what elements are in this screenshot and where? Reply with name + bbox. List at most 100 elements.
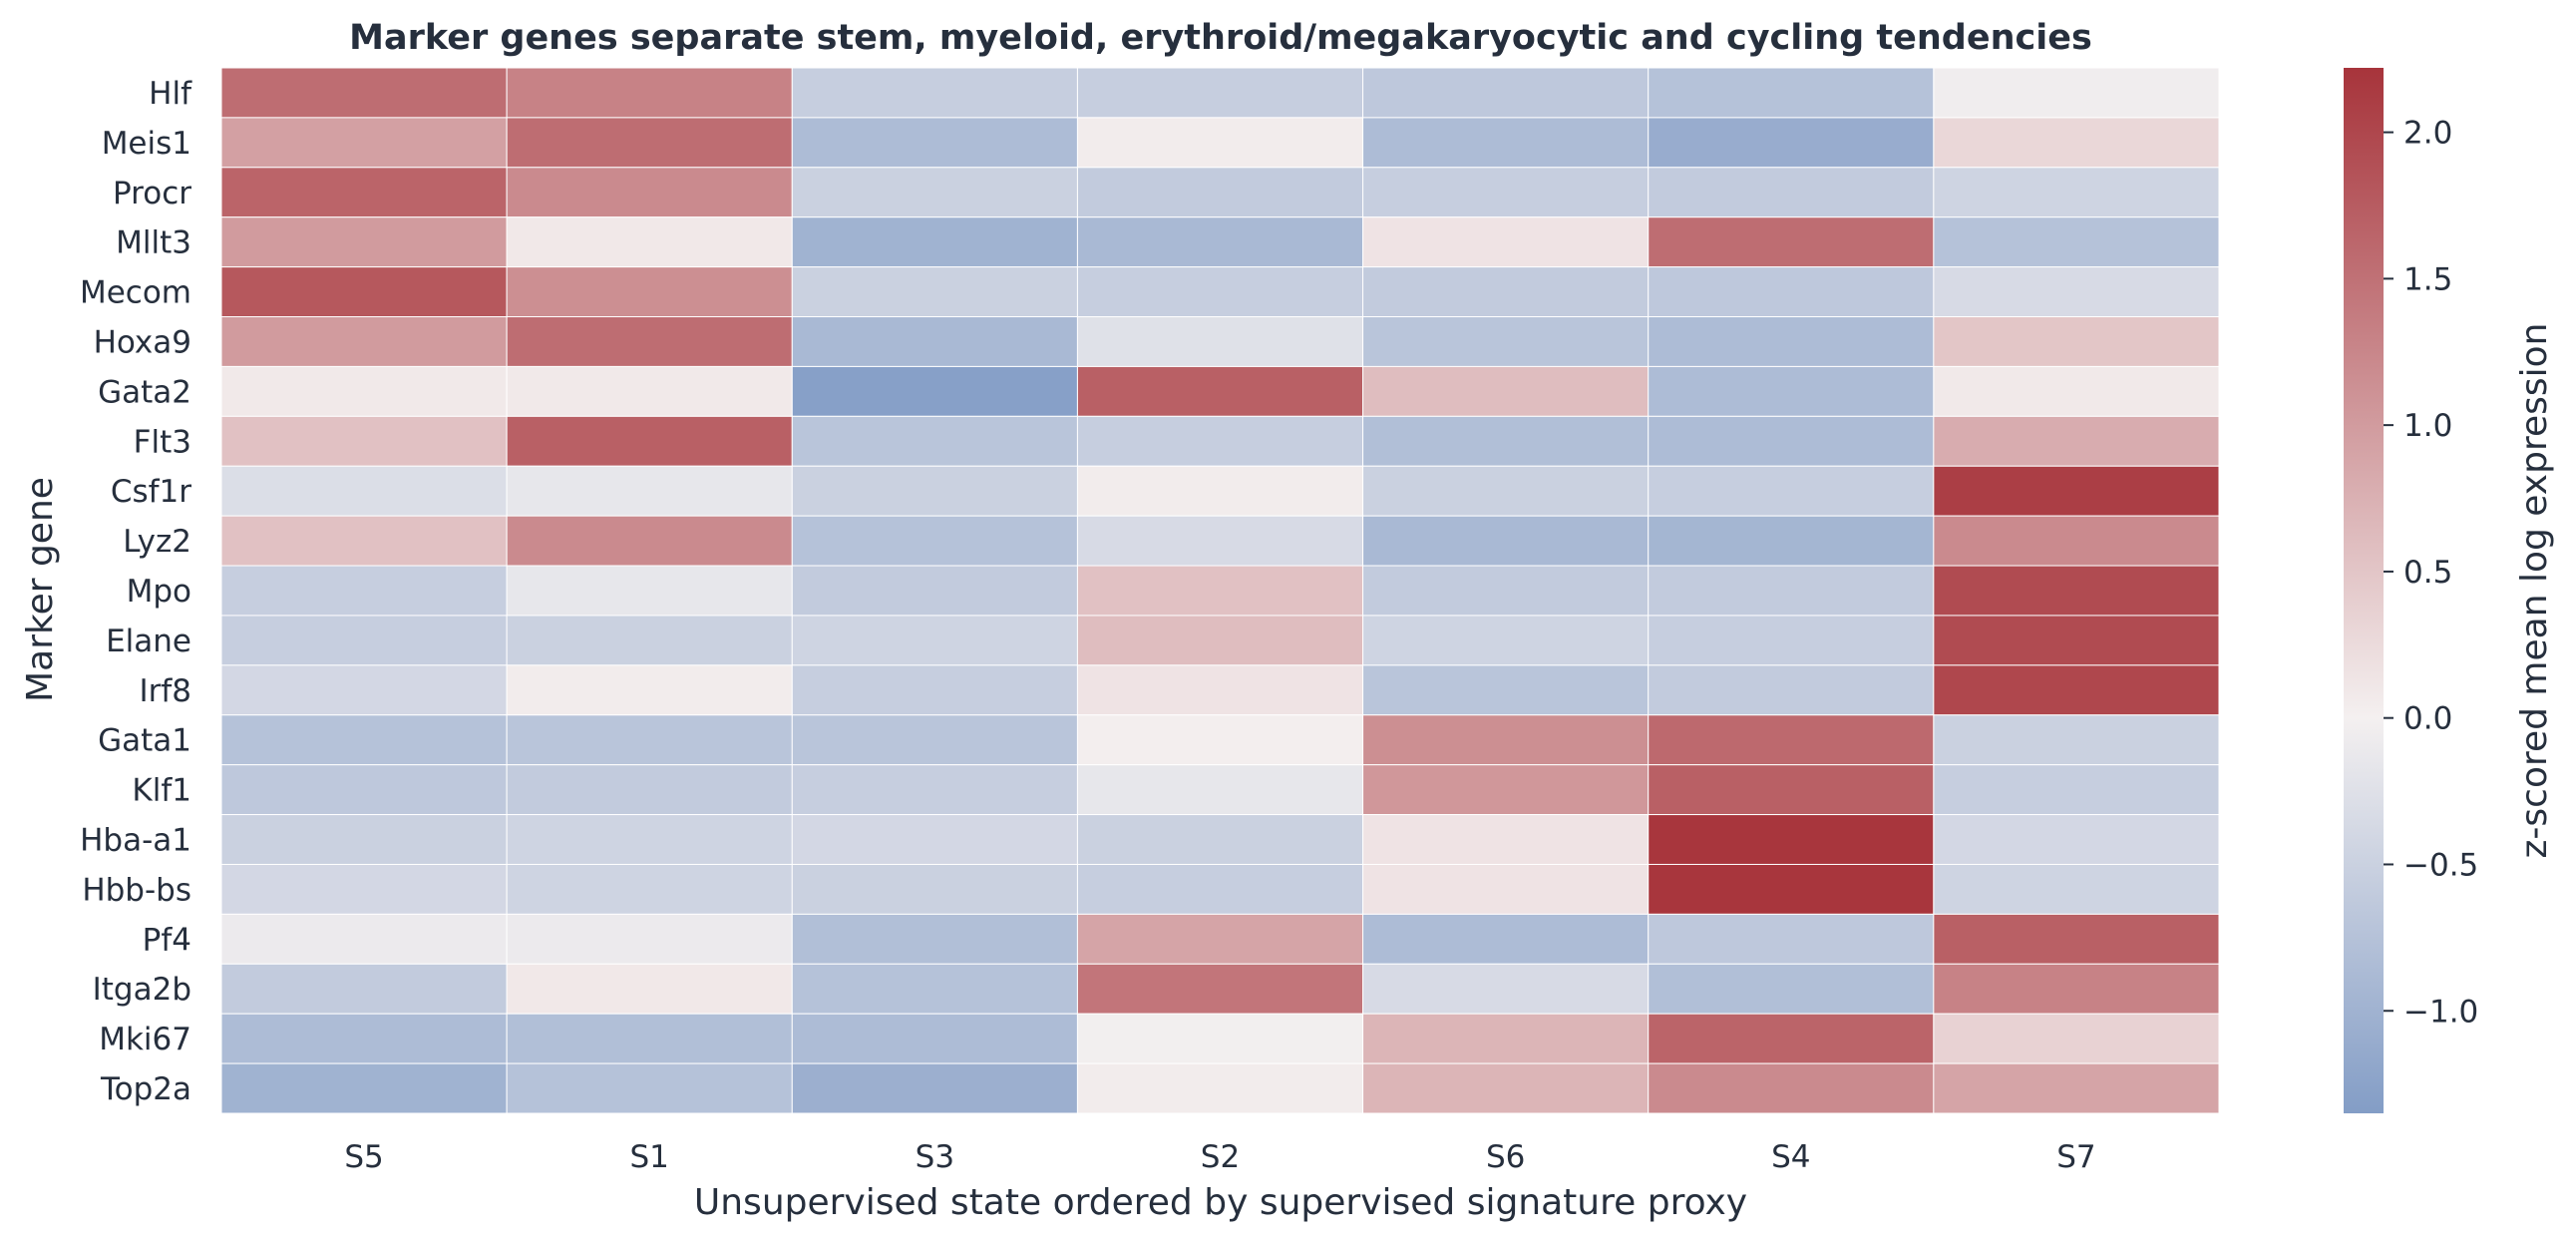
- heatmap-cell: [791, 365, 1078, 417]
- heatmap-cell: [1648, 1062, 1935, 1114]
- heatmap-cell: [1362, 316, 1650, 367]
- x-tick-label: S1: [630, 1139, 669, 1175]
- heatmap-cell: [506, 216, 793, 268]
- heatmap-cell: [1362, 415, 1650, 467]
- y-tick-label: Klf1: [132, 773, 191, 809]
- heatmap-cell: [220, 913, 508, 965]
- heatmap-cell: [506, 714, 793, 766]
- colorbar-tick-label: −1.0: [2403, 994, 2478, 1030]
- heatmap-cell: [1933, 615, 2220, 666]
- heatmap-cell: [1933, 863, 2220, 915]
- colorbar-tick-label: 1.5: [2403, 261, 2452, 297]
- heatmap-cell: [1648, 365, 1935, 417]
- heatmap-cell: [791, 1062, 1078, 1114]
- y-tick-label: Mki67: [99, 1022, 191, 1057]
- heatmap-cell: [1648, 714, 1935, 766]
- heatmap-cell: [1076, 1062, 1364, 1114]
- heatmap-cell: [1076, 565, 1364, 617]
- heatmap-cell: [1076, 365, 1364, 417]
- y-tick-label: Flt3: [134, 424, 191, 460]
- heatmap-cell: [506, 764, 793, 816]
- heatmap-cell: [506, 814, 793, 865]
- heatmap-cell: [506, 913, 793, 965]
- x-tick-label: S2: [1201, 1139, 1240, 1175]
- heatmap-cell: [1362, 764, 1650, 816]
- heatmap-cell: [1076, 167, 1364, 218]
- heatmap-cell: [1933, 266, 2220, 318]
- heatmap-cell: [1362, 67, 1650, 119]
- heatmap-cell: [1362, 814, 1650, 865]
- heatmap-cell: [1933, 1062, 2220, 1114]
- heatmap-cell: [791, 216, 1078, 268]
- x-tick-label: S3: [916, 1139, 954, 1175]
- heatmap-cell: [791, 714, 1078, 766]
- heatmap-cell: [1933, 963, 2220, 1015]
- heatmap-cell: [220, 167, 508, 218]
- heatmap-cell: [220, 714, 508, 766]
- heatmap-cell: [220, 1013, 508, 1064]
- heatmap-cell: [1362, 167, 1650, 218]
- heatmap-cell: [1648, 316, 1935, 367]
- heatmap-cells: [220, 67, 2220, 1114]
- heatmap-cell: [1933, 167, 2220, 218]
- heatmap-cell: [220, 465, 508, 517]
- heatmap-cell: [1933, 1013, 2220, 1064]
- heatmap-cell: [1076, 1013, 1364, 1064]
- heatmap-cell: [1933, 216, 2220, 268]
- heatmap-cell: [220, 863, 508, 915]
- heatmap-cell: [220, 764, 508, 816]
- heatmap-cell: [1648, 266, 1935, 318]
- heatmap-cell: [1076, 117, 1364, 169]
- heatmap-cell: [1362, 365, 1650, 417]
- heatmap-cell: [1933, 117, 2220, 169]
- heatmap-cell: [1933, 365, 2220, 417]
- heatmap-cell: [1648, 67, 1935, 119]
- y-tick-label: Csf1r: [111, 474, 191, 510]
- heatmap-cell: [1933, 814, 2220, 865]
- heatmap-cell: [1933, 415, 2220, 467]
- heatmap-cell: [220, 316, 508, 367]
- y-tick-label: Lyz2: [123, 524, 191, 560]
- heatmap-cell: [1648, 565, 1935, 617]
- heatmap-cell: [1076, 913, 1364, 965]
- y-tick-label: Mecom: [80, 275, 191, 311]
- y-tick-label: Hoxa9: [94, 324, 191, 360]
- y-tick-label: Gata2: [98, 374, 191, 410]
- heatmap-cell: [1362, 664, 1650, 716]
- y-tick-label: Itga2b: [93, 972, 191, 1008]
- x-tick-label: S5: [344, 1139, 383, 1175]
- heatmap-cell: [506, 1062, 793, 1114]
- heatmap-cell: [1933, 714, 2220, 766]
- heatmap-cell: [1076, 316, 1364, 367]
- heatmap-cell: [220, 415, 508, 467]
- heatmap-cell: [220, 664, 508, 716]
- heatmap-cell: [506, 365, 793, 417]
- heatmap-cell: [1648, 863, 1935, 915]
- heatmap-cell: [220, 67, 508, 119]
- x-tick-label: S6: [1486, 1139, 1525, 1175]
- y-tick-label: Hbb-bs: [82, 872, 191, 908]
- heatmap-cell: [220, 365, 508, 417]
- colorbar-ticks: −1.0 −0.5 0.0 0.5 1.0 1.5 2.0: [2384, 116, 2478, 1030]
- heatmap-cell: [1933, 764, 2220, 816]
- heatmap-cell: [791, 67, 1078, 119]
- heatmap-cell: [220, 515, 508, 567]
- heatmap-cell: [1362, 913, 1650, 965]
- y-tick-label: Mpo: [127, 574, 191, 610]
- heatmap-cell: [1648, 814, 1935, 865]
- heatmap-cell: [791, 764, 1078, 816]
- x-tick-label: S7: [2056, 1139, 2095, 1175]
- heatmap-cell: [1362, 1013, 1650, 1064]
- heatmap-cell: [506, 565, 793, 617]
- heatmap-cell: [1076, 67, 1364, 119]
- heatmap-cell: [1362, 565, 1650, 617]
- heatmap-cell: [1648, 117, 1935, 169]
- heatmap-cell: [1933, 465, 2220, 517]
- heatmap-cell: [1076, 714, 1364, 766]
- heatmap-cell: [1076, 764, 1364, 816]
- colorbar-tick-label: −0.5: [2403, 847, 2478, 883]
- heatmap-cell: [791, 117, 1078, 169]
- heatmap-cell: [220, 216, 508, 268]
